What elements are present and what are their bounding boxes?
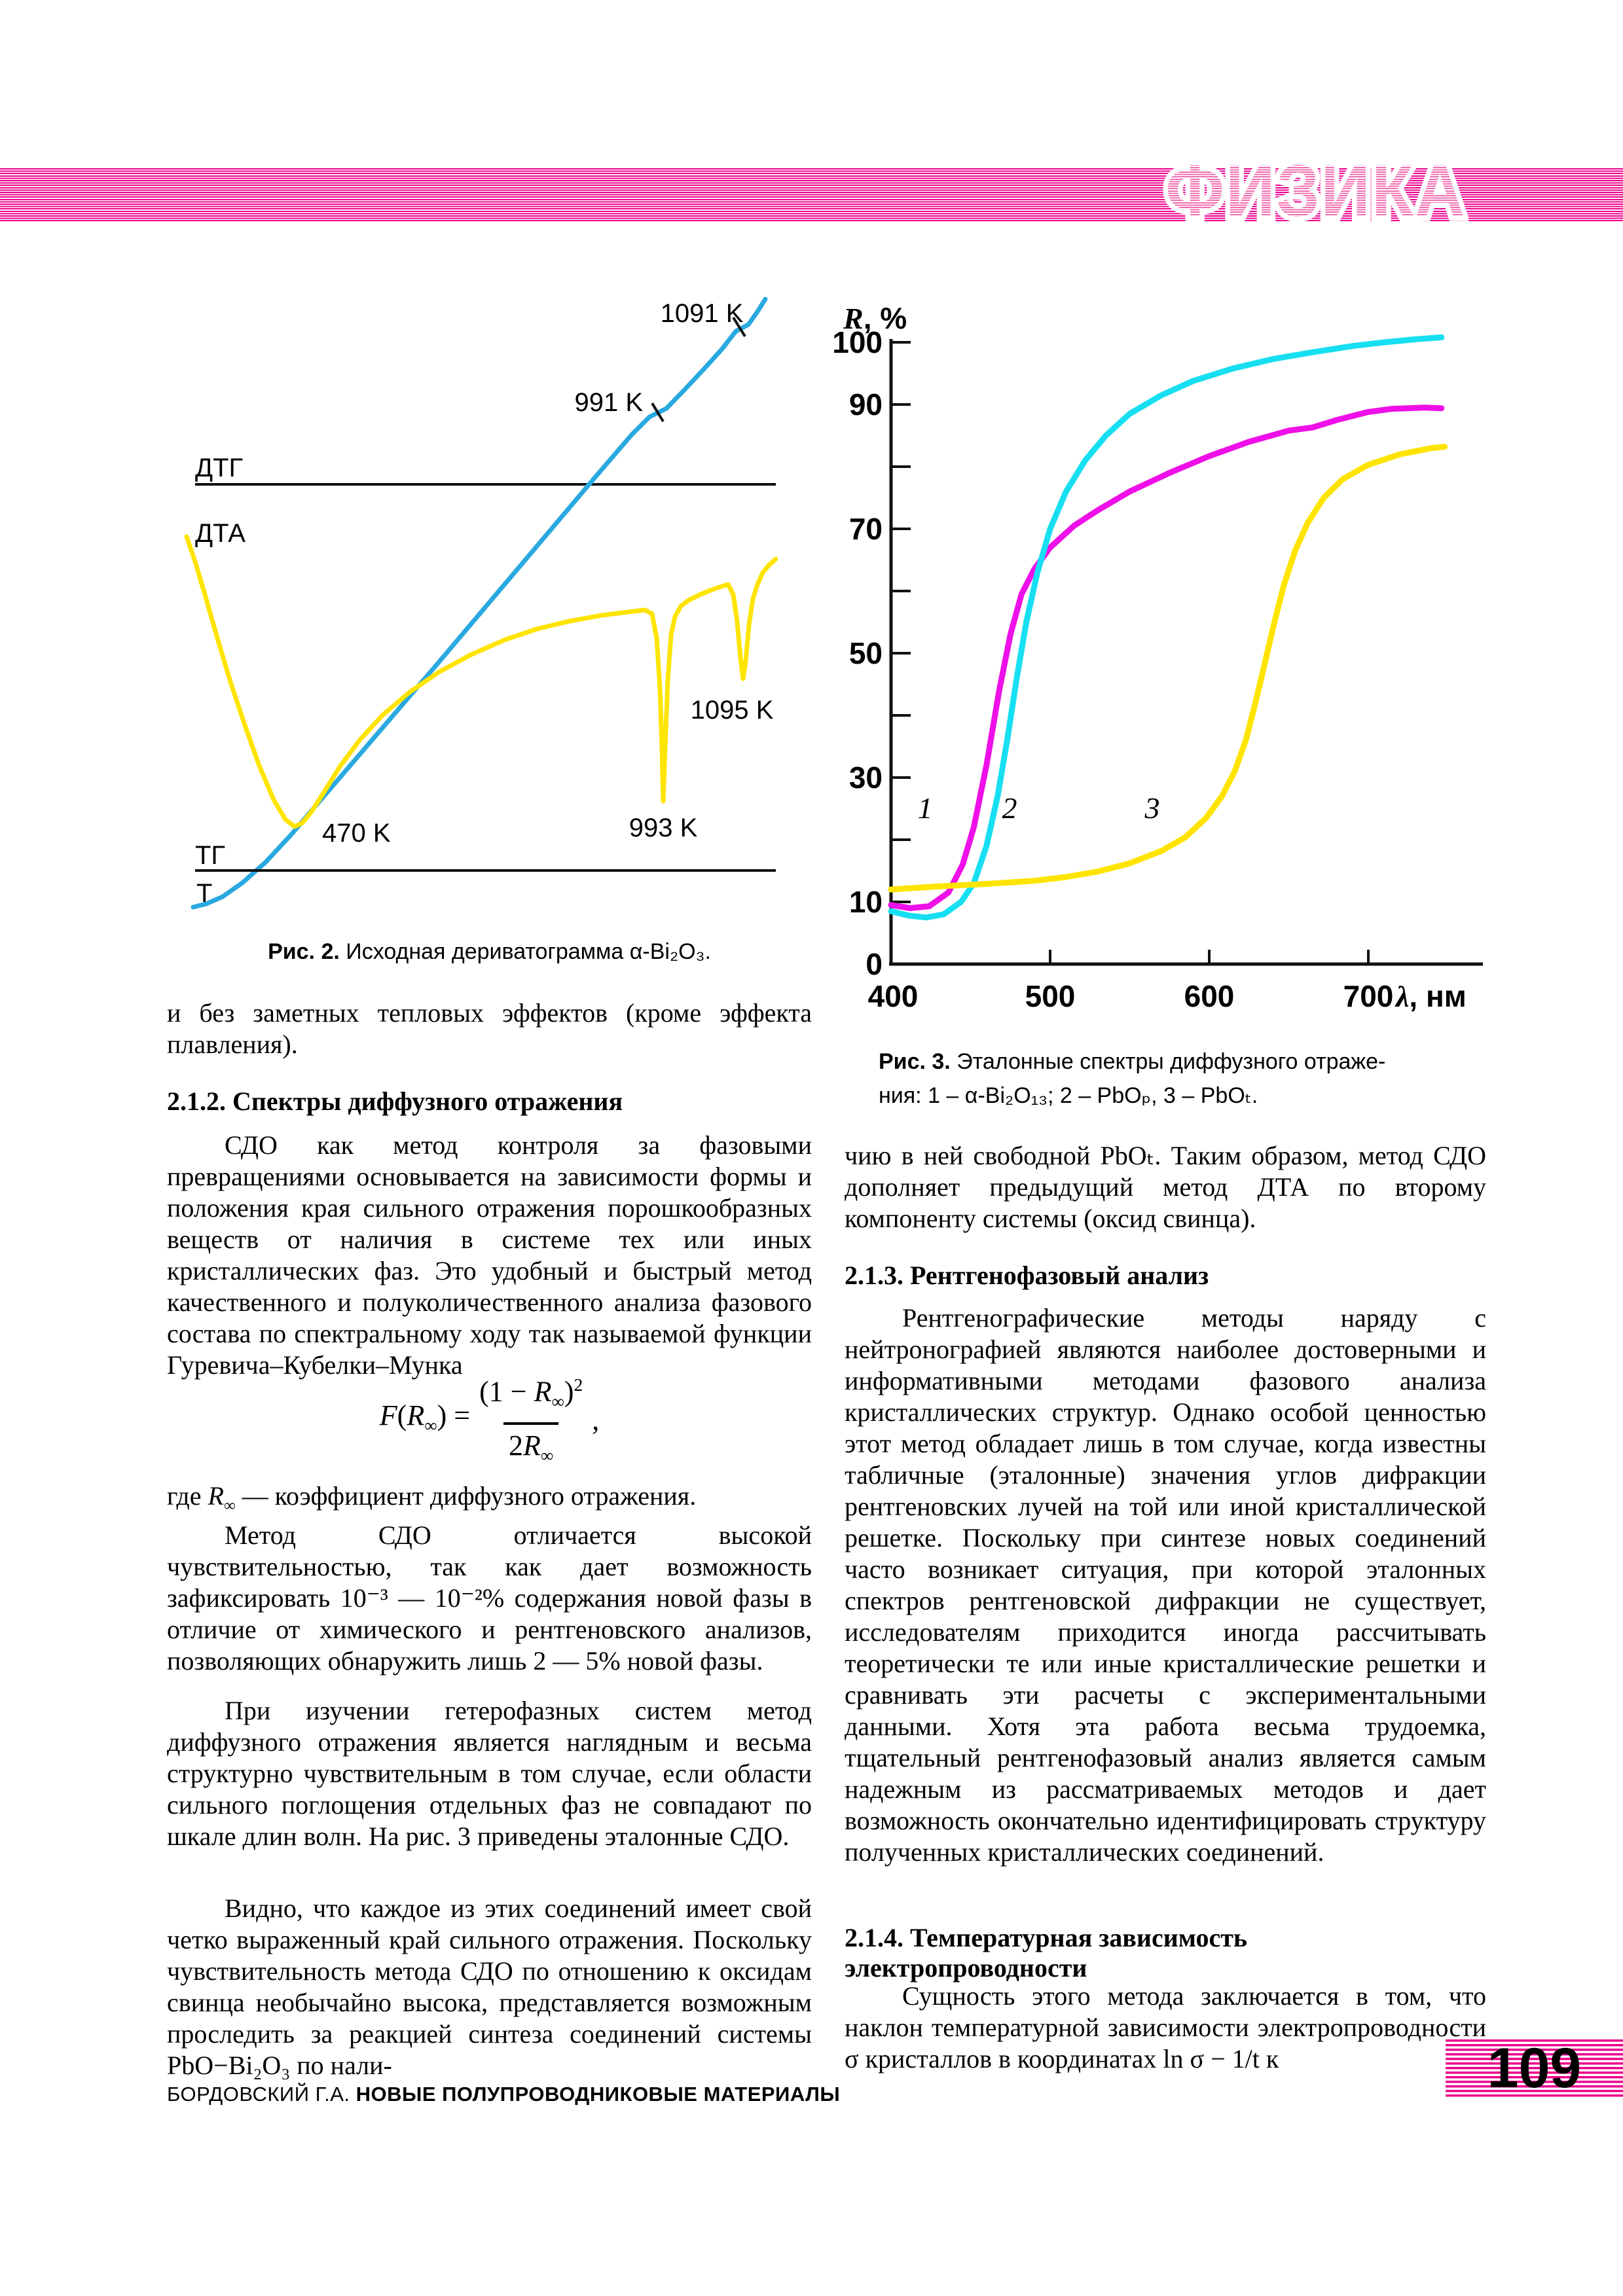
- figure3-caption-line2: ния: 1 – α-Bi₂O₁₃; 2 – PbOₚ, 3 – PbOₜ.: [879, 1083, 1258, 1108]
- header-stripe-band: [0, 168, 1623, 222]
- page-section-title-halo: ФИЗИКА: [1161, 149, 1470, 233]
- fig3-curve-3-pbo-t: [888, 444, 1448, 893]
- paragraph-conductivity: Сущность этого метода заключается в том,…: [845, 1981, 1486, 2073]
- fig3-curve-number-3: 3: [1144, 791, 1160, 825]
- heading-2-1-3: 2.1.3. Рентгенофазовый анализ: [845, 1261, 1209, 1290]
- fig3-xlabel-700: 700: [1343, 979, 1394, 1013]
- kubelka-munk-formula: F(R∞) = (1 − R∞)2 2R∞ ,: [167, 1365, 812, 1476]
- paragraph-sdo-sensitivity: Метод СДО отличается высокой чувствитель…: [167, 1520, 812, 1676]
- figure2-caption: Рис. 2. Исходная дериватограмма α-Bi₂O₃.: [167, 935, 812, 969]
- fig2-tick-991: [651, 402, 665, 423]
- fig3-curve-number-1: 1: [918, 791, 933, 825]
- footer-book-title: НОВЫЕ ПОЛУПРОВОДНИКОВЫЕ МАТЕРИАЛЫ: [356, 2083, 841, 2106]
- page-section-title-text: ФИЗИКА: [1165, 150, 1466, 232]
- formula-comma: ,: [592, 1404, 600, 1436]
- figure3-caption-line1: Рис. 3. Эталонные спектры диффузного отр…: [879, 1049, 1386, 1074]
- fig2-label-dtg: ДТГ: [195, 454, 243, 482]
- figure2-caption-text: Исходная дериватограмма α-Bi₂O₃.: [339, 939, 711, 964]
- fig2-dta-curve: [184, 534, 778, 829]
- page-number-badge: 109: [1446, 2039, 1623, 2097]
- fig2-anno-993: 993 K: [629, 814, 698, 842]
- heading-2-1-4: 2.1.4. Температурная зависимость электро…: [845, 1923, 1248, 1982]
- fig3-x-axis-label: λ, нм: [1395, 979, 1467, 1013]
- figure2-caption-label: Рис. 2.: [268, 939, 340, 964]
- fig3-ylabel-50: 50: [849, 636, 883, 670]
- formula-denominator: 2R∞: [503, 1422, 559, 1471]
- formula-numerator: (1 − R∞)2: [479, 1374, 583, 1412]
- paragraph-heterophase: При изучении гетерофазных систем метод д…: [167, 1696, 812, 1851]
- fig3-curve-2-pbo-r: [888, 334, 1445, 921]
- heading-2-1-2: 2.1.2. Спектры диффузного отражения: [167, 1086, 623, 1116]
- fig2-label-dta: ДТА: [195, 519, 246, 548]
- fig3-ylabel-10: 10: [849, 885, 883, 919]
- paragraph-melting-tail: и без заметных тепловых эффектов (кроме …: [167, 998, 812, 1059]
- paragraph-gde-r: где R∞ — коэффициент диффузного отражени…: [167, 1481, 697, 1515]
- fig2-anno-1095: 1095 K: [691, 696, 774, 725]
- formula-lhs: F(R∞) =: [379, 1399, 471, 1435]
- fig2-tick-1091: [732, 316, 746, 338]
- paragraph-xray-analysis: Рентгенографические методы наряду с нейт…: [845, 1303, 1486, 1867]
- figure3-caption-label: Рис. 3.: [879, 1049, 951, 1074]
- paragraph-sdo-method: СДО как метод контроля за фазовыми превр…: [167, 1130, 812, 1380]
- footer-author: БОРДОВСКИЙ Г.А.: [167, 2083, 356, 2106]
- fig3-xlabel-400: 400: [868, 979, 919, 1013]
- fig3-ylabel-100: 100: [832, 325, 883, 359]
- fig2-temperature-curve: [191, 296, 768, 910]
- fig2-label-tg: ТГ: [195, 841, 225, 870]
- fig3-curve-number-2: 2: [1002, 791, 1017, 825]
- fig2-anno-1091: 1091 K: [661, 299, 744, 328]
- fig2-anno-470: 470 K: [322, 819, 391, 848]
- fig3-ylabel-0: 0: [866, 947, 883, 981]
- fig3-xlabel-500: 500: [1025, 979, 1076, 1013]
- fig3-ylabel-30: 30: [849, 761, 883, 795]
- formula-fraction: (1 − R∞)2 2R∞: [474, 1369, 588, 1471]
- figure3-spectra-chart: R, % 100 90 70 50 30 10 0 400 500 600 70…: [832, 301, 1483, 1013]
- paragraph-vidno: Видно, что каждое из этих соединений име…: [167, 1893, 812, 2080]
- paragraph-pbo-tail: чию в ней свободной PbOₜ. Таким образом,…: [845, 1141, 1486, 1233]
- figure3-caption: Рис. 3. Эталонные спектры диффузного отр…: [879, 1045, 1487, 1113]
- fig2-label-t: Т: [196, 879, 212, 908]
- fig3-xlabel-600: 600: [1184, 979, 1235, 1013]
- fig3-ylabel-70: 70: [849, 512, 883, 546]
- fig2-anno-991: 991 K: [574, 388, 643, 417]
- footer-running-title: БОРДОВСКИЙ Г.А. НОВЫЕ ПОЛУПРОВОДНИКОВЫЕ …: [167, 2083, 840, 2106]
- figure2-derivatogram: ДТГ ДТА 1091 K 991 K 470 K 993 K 1095 K …: [184, 296, 778, 910]
- fig3-curve-1-bi2o13: [888, 404, 1445, 911]
- fig3-y-axis-label: R, %: [843, 301, 907, 335]
- fig3-ylabel-90: 90: [849, 387, 883, 422]
- page-number: 109: [1487, 2037, 1582, 2100]
